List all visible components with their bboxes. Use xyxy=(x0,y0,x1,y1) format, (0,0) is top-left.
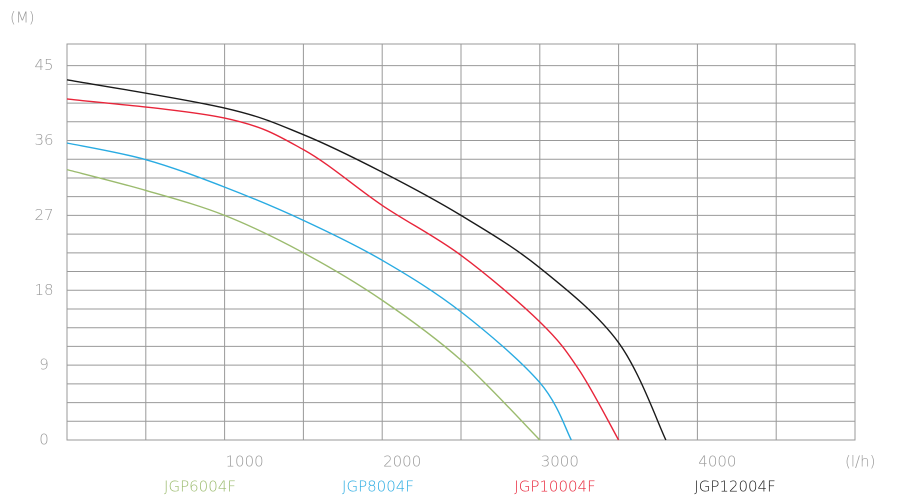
y-tick-label: 18 xyxy=(34,281,53,299)
y-tick-label: 27 xyxy=(34,206,53,224)
x-tick-label: 3000 xyxy=(541,453,579,471)
legend-label: JGP8004F xyxy=(342,478,414,496)
x-tick-label: 4000 xyxy=(698,453,736,471)
legend-label: JGP12004F xyxy=(694,478,775,496)
x-tick-label: 1000 xyxy=(226,453,264,471)
x-axis-label: (l/h) xyxy=(845,453,875,471)
legend-label: JGP10004F xyxy=(514,478,595,496)
y-axis-label: (M) xyxy=(10,9,35,27)
y-tick-label: 45 xyxy=(34,56,53,74)
series-line xyxy=(66,168,541,441)
y-tick-label: 0 xyxy=(39,431,49,449)
series-line xyxy=(66,142,572,441)
legend-label: JGP6004F xyxy=(164,478,236,496)
x-tick-label: 2000 xyxy=(383,453,421,471)
series-line xyxy=(66,79,667,441)
series-line xyxy=(66,98,620,441)
y-tick-label: 9 xyxy=(39,356,49,374)
y-tick-label: 36 xyxy=(34,131,53,149)
